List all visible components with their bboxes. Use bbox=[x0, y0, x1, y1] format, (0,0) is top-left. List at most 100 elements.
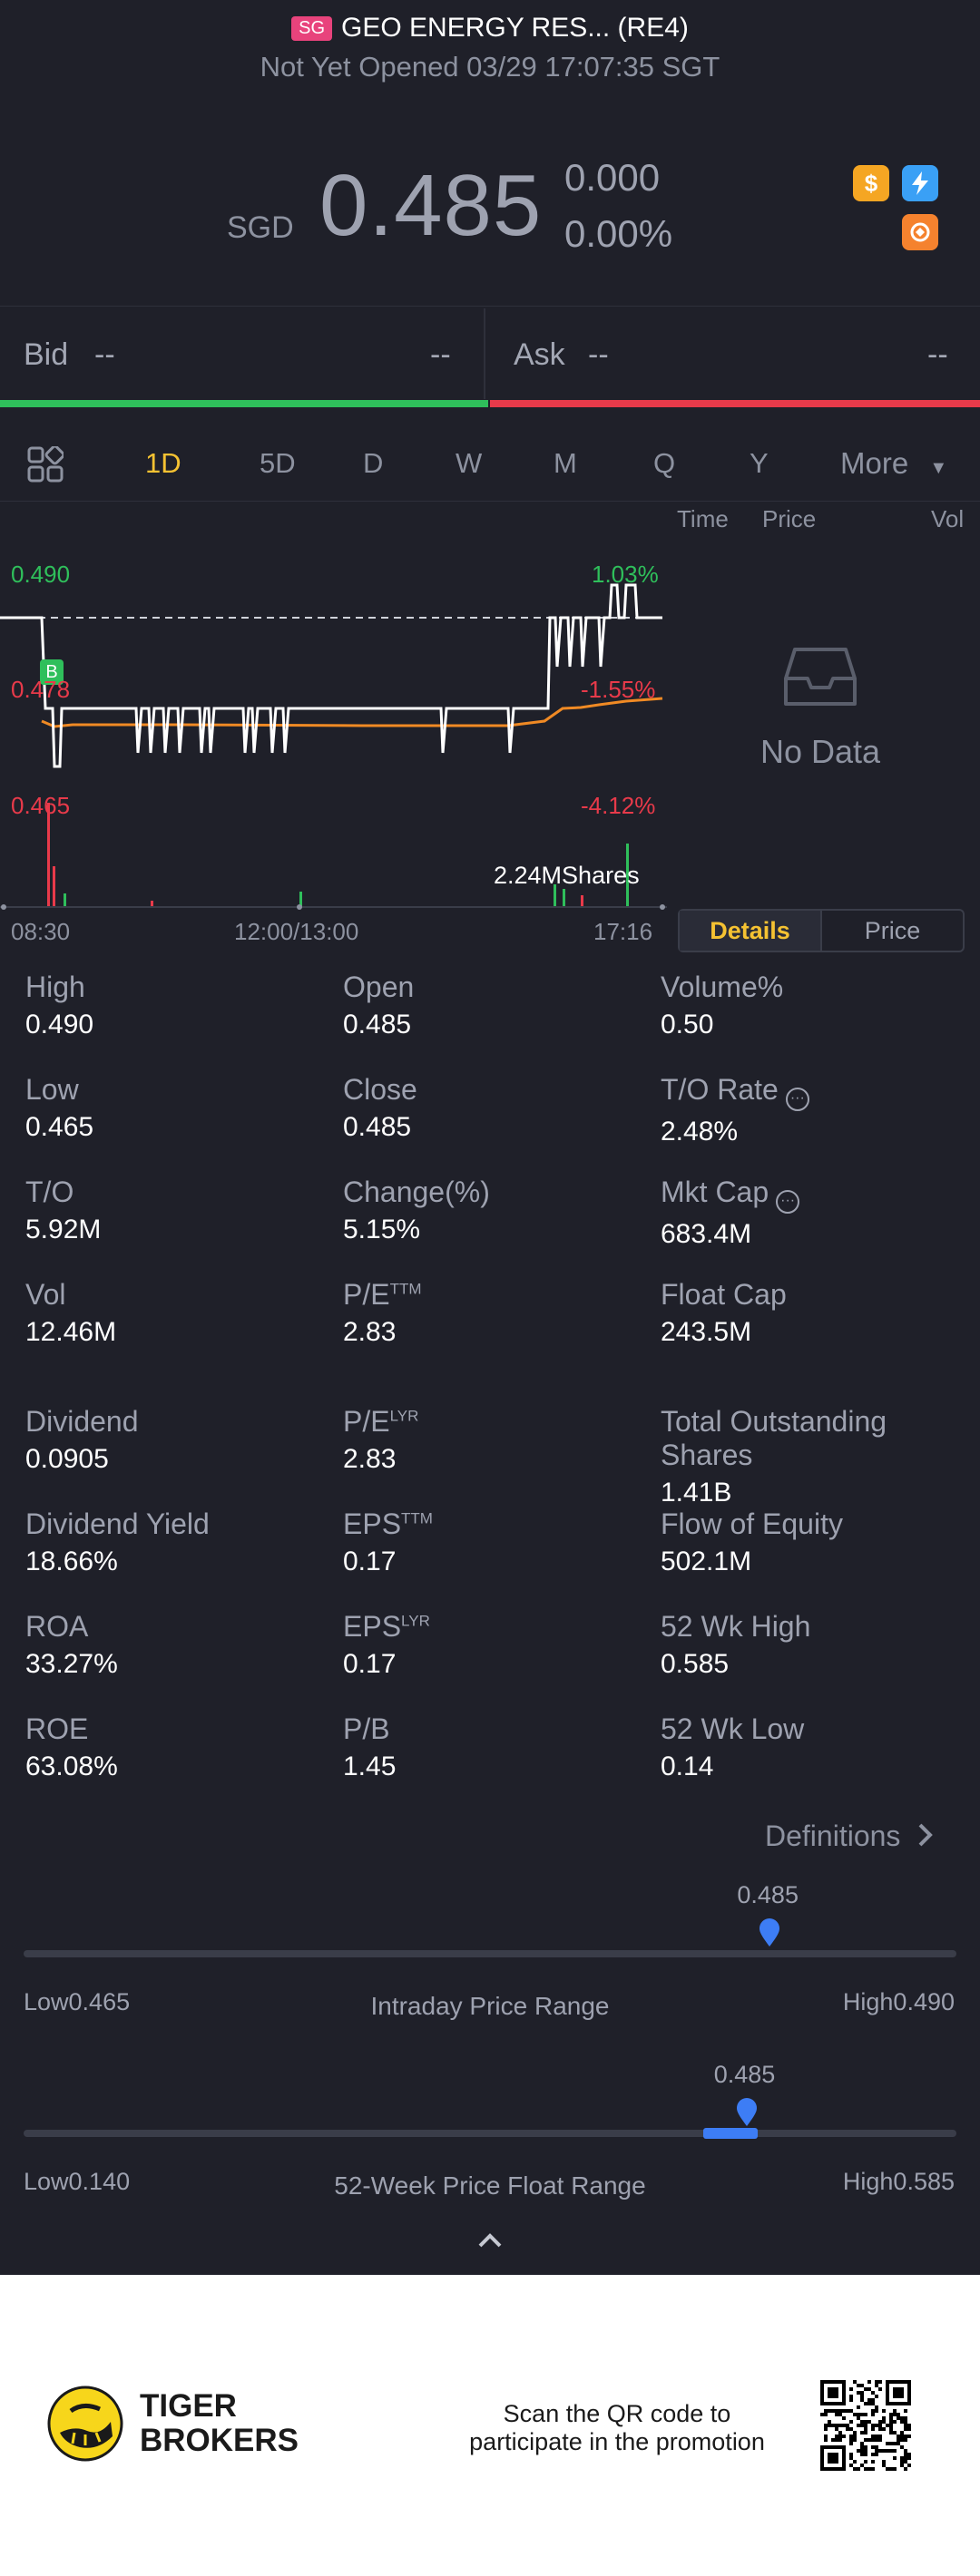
stat-close: Close 0.485 bbox=[343, 1073, 417, 1143]
stat-value: 683.4M bbox=[661, 1219, 752, 1249]
stat-value: 243.5M bbox=[661, 1317, 752, 1347]
dollar-icon[interactable]: $ bbox=[853, 165, 889, 201]
stat-value: 2.83 bbox=[343, 1317, 397, 1347]
currency-label: SGD bbox=[227, 210, 294, 245]
definitions-label: Definitions bbox=[765, 1820, 901, 1852]
stat-value: 0.50 bbox=[661, 1010, 714, 1039]
col-time: Time bbox=[677, 505, 729, 532]
tab-month[interactable]: M bbox=[554, 447, 577, 479]
stat-value: 2.48% bbox=[661, 1117, 739, 1147]
volume-label: 2.24MShares bbox=[494, 862, 640, 889]
intraday-current: 0.485 bbox=[737, 1881, 799, 1908]
stat-value: 0.490 bbox=[25, 1010, 94, 1039]
ask-size: -- bbox=[927, 337, 948, 372]
stat-t-o-rate: T/O Rate ··· 2.48% bbox=[661, 1073, 809, 1147]
stat-open: Open 0.485 bbox=[343, 971, 414, 1040]
stat-label: P/B bbox=[343, 1712, 390, 1745]
intraday-chart[interactable] bbox=[0, 503, 671, 912]
collapse-chevron-up-icon[interactable] bbox=[476, 2231, 504, 2249]
week52-title: 52-Week Price Float Range bbox=[334, 2171, 646, 2200]
intraday-high: High0.490 bbox=[842, 1988, 955, 2015]
divider bbox=[0, 306, 980, 307]
promo-footer: TIGER BROKERS Scan the QR code to partic… bbox=[0, 2275, 980, 2576]
stat-value: 0.465 bbox=[25, 1112, 94, 1142]
divider bbox=[0, 501, 980, 502]
stat-label: Mkt Cap ··· bbox=[661, 1176, 800, 1214]
tab-year[interactable]: Y bbox=[750, 447, 769, 479]
tab-week[interactable]: W bbox=[456, 447, 483, 479]
stat-value: 1.41B bbox=[661, 1478, 732, 1508]
tab-more[interactable]: More ▼ bbox=[840, 426, 947, 501]
stat-label: Vol bbox=[25, 1278, 66, 1311]
stat-label: High bbox=[25, 971, 85, 1003]
week52-current: 0.485 bbox=[713, 2061, 776, 2088]
bid-label: Bid bbox=[24, 337, 69, 372]
bid-price: -- bbox=[94, 337, 115, 372]
chart-x-start: 08:30 bbox=[11, 918, 71, 945]
week52-marker-icon bbox=[736, 2098, 757, 2126]
stat-eps-lyr: EPSLYR 0.17 bbox=[343, 1610, 430, 1680]
stat-label: Flow of Equity bbox=[661, 1508, 843, 1540]
no-data-text: No Data bbox=[760, 733, 881, 770]
market-badge: SG bbox=[291, 16, 333, 41]
info-icon[interactable]: ··· bbox=[785, 1088, 809, 1111]
promo-text: Scan the QR code to participate in the p… bbox=[469, 2400, 765, 2455]
stock-title[interactable]: SG GEO ENERGY RES... (RE4) bbox=[0, 13, 980, 44]
week52-high: High0.585 bbox=[842, 2168, 955, 2195]
tab-1d[interactable]: 1D bbox=[145, 447, 181, 479]
tab-day[interactable]: D bbox=[363, 447, 384, 479]
stat-eps-ttm: EPSTTM 0.17 bbox=[343, 1508, 433, 1577]
stat-value: 12.46M bbox=[25, 1317, 117, 1347]
chart-y-low: 0.465 bbox=[11, 792, 71, 819]
chart-x-end: 17:16 bbox=[593, 918, 653, 945]
exchange-icon[interactable] bbox=[902, 214, 938, 250]
stat-value: 63.08% bbox=[25, 1751, 118, 1781]
last-price: 0.485 bbox=[319, 157, 543, 254]
stat-label: EPSLYR bbox=[343, 1610, 430, 1643]
buy-marker[interactable]: B bbox=[40, 659, 64, 685]
stat-total-outstanding-shares: Total Outstanding Shares 1.41B bbox=[661, 1405, 980, 1508]
chart-layout-icon[interactable] bbox=[27, 444, 65, 483]
stat-value: 0.485 bbox=[343, 1010, 412, 1039]
segment-price[interactable]: Price bbox=[820, 911, 963, 951]
stat-label: 52 Wk Low bbox=[661, 1712, 805, 1745]
stat-label: Open bbox=[343, 971, 415, 1003]
stat-roe: ROE 63.08% bbox=[25, 1712, 118, 1782]
stat-label: ROE bbox=[25, 1712, 89, 1745]
price-change: 0.000 bbox=[564, 156, 661, 199]
week52-highlight bbox=[702, 2128, 758, 2139]
stat-volume-: Volume% 0.50 bbox=[661, 971, 783, 1040]
info-icon[interactable]: ··· bbox=[776, 1190, 800, 1214]
stat-value: 2.83 bbox=[343, 1444, 397, 1474]
chevron-down-icon: ▼ bbox=[929, 458, 948, 478]
chart-y-high: 0.490 bbox=[11, 561, 71, 588]
stat-label: ROA bbox=[25, 1610, 89, 1643]
stat-value: 0.485 bbox=[343, 1112, 412, 1142]
stat-label: T/O bbox=[25, 1176, 74, 1208]
stat-change-: Change(%) 5.15% bbox=[343, 1176, 490, 1245]
stat-value: 0.0905 bbox=[25, 1444, 109, 1474]
tab-quarter[interactable]: Q bbox=[653, 447, 676, 479]
stat-dividend: Dividend 0.0905 bbox=[25, 1405, 139, 1475]
stat-value: 0.14 bbox=[661, 1751, 714, 1781]
chart-x-mid: 12:00/13:00 bbox=[234, 918, 359, 945]
qr-code-icon[interactable] bbox=[820, 2380, 911, 2471]
stat-value: 5.15% bbox=[343, 1215, 421, 1244]
flash-icon[interactable] bbox=[902, 165, 938, 201]
inbox-empty-icon bbox=[784, 646, 857, 714]
definitions-link[interactable]: Definitions bbox=[765, 1820, 934, 1853]
stat-52-wk-high: 52 Wk High 0.585 bbox=[661, 1610, 810, 1680]
week52-track bbox=[24, 2130, 956, 2137]
stat-low: Low 0.465 bbox=[25, 1073, 93, 1143]
segment-details[interactable]: Details bbox=[680, 911, 820, 951]
intraday-low: Low0.465 bbox=[24, 1988, 131, 2015]
stat-label: 52 Wk High bbox=[661, 1610, 811, 1643]
stat-roa: ROA 33.27% bbox=[25, 1610, 118, 1680]
price-change-percent: 0.00% bbox=[564, 212, 673, 255]
stat-value: 1.45 bbox=[343, 1751, 397, 1781]
tab-5d[interactable]: 5D bbox=[260, 447, 296, 479]
stat-high: High 0.490 bbox=[25, 971, 93, 1040]
ask-label: Ask bbox=[514, 337, 565, 372]
intraday-marker-icon bbox=[760, 1918, 780, 1947]
stat-value: 5.92M bbox=[25, 1215, 102, 1244]
